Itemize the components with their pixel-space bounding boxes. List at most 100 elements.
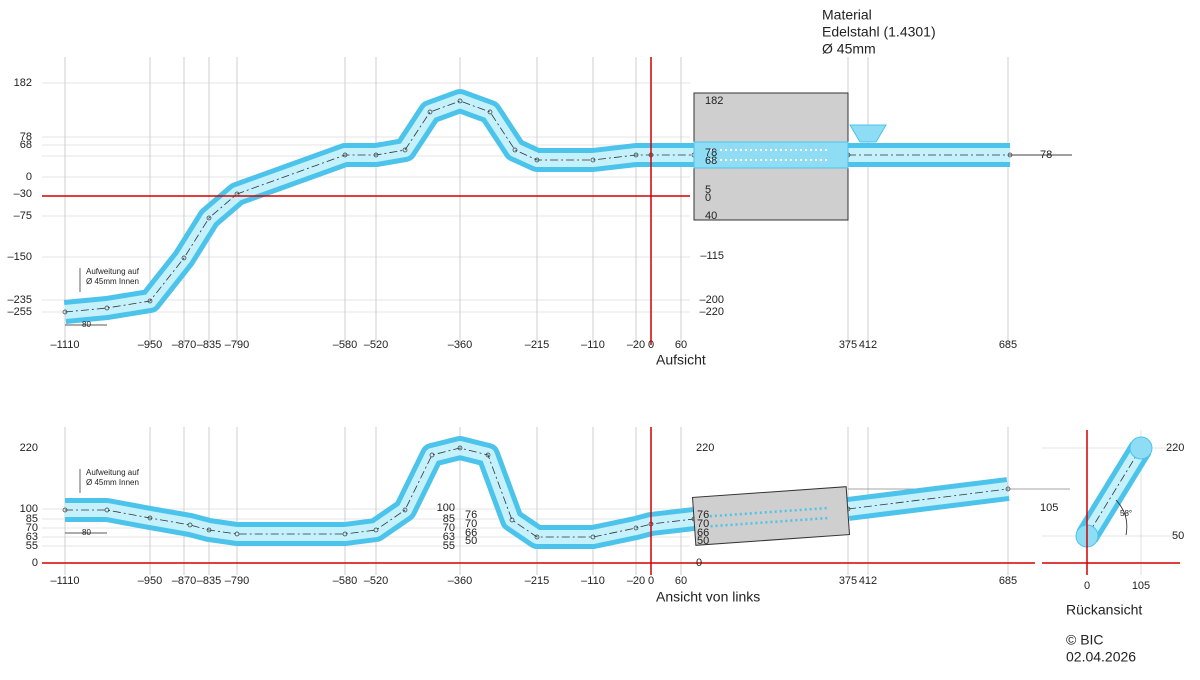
pipe-inner [64, 94, 694, 319]
mid-label: 66 [465, 527, 477, 539]
material-diameter: Ø 45mm [822, 41, 876, 57]
x-label: –20 [627, 575, 645, 587]
vertex [234, 531, 240, 537]
vertex [62, 309, 68, 315]
y-label: 68 [20, 139, 32, 151]
x-label: –520 [364, 575, 388, 587]
vertex [181, 255, 187, 261]
material-spec: Edelstahl (1.4301) [822, 24, 936, 40]
mid-label: 55 [443, 540, 455, 552]
y-label: –150 [8, 251, 32, 263]
y-label: 55 [26, 540, 38, 552]
perforation [709, 506, 830, 518]
vertex [534, 534, 540, 540]
x-label: 685 [999, 339, 1017, 351]
x-label: –1110 [51, 575, 80, 587]
vertex [342, 531, 348, 537]
y-label: 182 [14, 77, 32, 89]
grid [42, 57, 1180, 575]
y-label: –235 [8, 294, 32, 306]
muffler-label: 182 [705, 95, 723, 107]
vertex [487, 109, 493, 115]
vertex [187, 522, 193, 528]
x-label: 0 [1084, 580, 1090, 592]
x-label: –110 [581, 575, 605, 587]
vertex [104, 507, 110, 513]
end-label: 78 [1040, 149, 1052, 161]
x-label: –790 [225, 339, 249, 351]
mid-label: 76 [465, 509, 477, 521]
muffler-body [691, 486, 851, 546]
x-label: –835 [197, 575, 221, 587]
vertex [509, 517, 515, 523]
x-label: 685 [999, 575, 1017, 587]
pipe-center [64, 100, 694, 313]
y-label: 78 [20, 131, 32, 143]
vertex [534, 157, 540, 163]
y-label: 70 [26, 522, 38, 534]
x-label: –835 [197, 339, 221, 351]
pipe-center [65, 447, 695, 538]
right-label: 220 [696, 442, 714, 454]
x-label: –20 [627, 339, 645, 351]
y-label: 63 [26, 531, 38, 543]
pipe-center [1086, 447, 1142, 537]
dimension: 80 [82, 528, 91, 537]
x-label: –950 [138, 575, 162, 587]
right-label: 0 [696, 557, 702, 569]
y-label: 0 [26, 171, 32, 183]
y-label: –115 [700, 250, 724, 262]
x-label: 60 [675, 339, 687, 351]
pipes [62, 89, 1153, 549]
vertex [1005, 486, 1011, 492]
rear-caption: Rückansicht [1066, 602, 1142, 618]
copyright: © BIC [1066, 632, 1104, 648]
mufflers [691, 92, 887, 546]
muffler-label: 68 [705, 155, 717, 167]
y-label: 220 [1166, 442, 1184, 454]
x-label: 60 [675, 575, 687, 587]
vertex [633, 152, 639, 158]
x-label: –870 [172, 575, 196, 587]
x-label: –215 [525, 339, 549, 351]
vertex [1007, 152, 1013, 158]
dimension: 80 [82, 320, 91, 329]
x-label: –110 [581, 339, 605, 351]
y-label: –75 [14, 210, 32, 222]
muffler-label: 5 [705, 184, 711, 196]
mid-label: 100 [437, 502, 455, 514]
vertex [402, 147, 408, 153]
note-line: Aufweitung auf [86, 267, 140, 276]
material-title: Material [822, 7, 872, 23]
vertex [457, 98, 463, 104]
x-label: 105 [1132, 580, 1150, 592]
y-label: –30 [14, 188, 32, 200]
mid-label: 50 [465, 535, 477, 547]
muffler-tube [693, 141, 849, 169]
y-label: 0 [32, 557, 38, 569]
muffler-label: 0 [705, 192, 711, 204]
x-label: –215 [525, 575, 549, 587]
mid-label: 63 [443, 531, 455, 543]
vertex [104, 305, 110, 311]
muffler-label: 78 [705, 147, 717, 159]
mid-label: 70 [443, 522, 455, 534]
note-line: Ø 45mm Innen [86, 478, 139, 487]
x-label: 412 [859, 339, 877, 351]
mid-label: 85 [443, 513, 455, 525]
vertex [590, 534, 596, 540]
cone [849, 124, 887, 143]
x-label: –360 [448, 339, 472, 351]
pipe-end [1129, 436, 1153, 460]
vertex [512, 147, 518, 153]
vertex [633, 525, 639, 531]
x-label: –790 [225, 575, 249, 587]
vertex [429, 452, 435, 458]
x-label: –580 [333, 575, 357, 587]
note-line: Aufweitung auf [86, 468, 140, 477]
reference-axes [42, 57, 1180, 575]
angle-arc [1115, 499, 1128, 536]
vertex [206, 527, 212, 533]
